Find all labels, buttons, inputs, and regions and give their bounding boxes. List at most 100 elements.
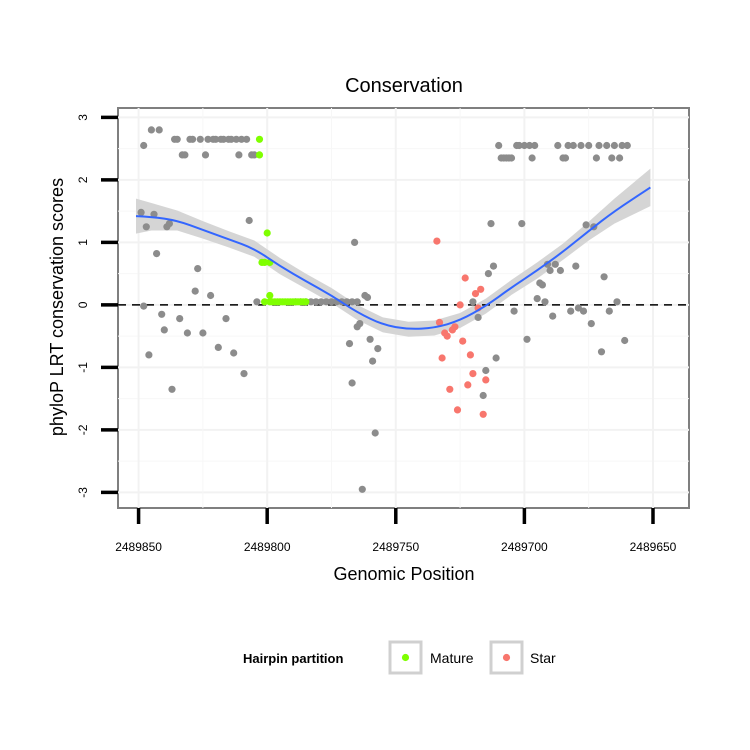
point-other xyxy=(564,141,572,150)
point-other xyxy=(610,141,619,150)
point-star xyxy=(453,406,462,414)
x-tick-label: 2489650 xyxy=(630,540,677,554)
point-other xyxy=(515,141,523,150)
point-other xyxy=(227,135,235,143)
series-other xyxy=(137,126,631,493)
point-mature xyxy=(255,151,264,159)
point-other xyxy=(230,349,238,357)
point-other xyxy=(623,141,631,150)
x-tick-label: 2489750 xyxy=(372,540,419,554)
point-other xyxy=(572,262,580,270)
legend-entries: Mature Star xyxy=(388,640,556,675)
y-tick-label: -2 xyxy=(76,424,90,435)
point-mature xyxy=(255,135,264,143)
point-other xyxy=(369,357,377,365)
point-other xyxy=(551,260,559,268)
point-other xyxy=(541,298,549,306)
point-star xyxy=(471,290,480,298)
x-axis-title: Genomic Position xyxy=(333,564,474,584)
point-other xyxy=(520,141,529,150)
point-other xyxy=(201,151,210,159)
point-other xyxy=(150,210,158,218)
point-other xyxy=(579,307,588,315)
point-mature xyxy=(261,298,269,306)
point-gap xyxy=(317,298,325,306)
point-other xyxy=(603,141,611,150)
point-other xyxy=(484,270,492,278)
point-other xyxy=(212,135,220,143)
point-other xyxy=(616,154,624,162)
point-gap xyxy=(312,298,320,306)
point-other xyxy=(237,135,246,143)
point-other xyxy=(168,385,176,393)
point-star xyxy=(461,274,469,282)
point-other xyxy=(250,151,258,159)
point-other xyxy=(595,141,603,150)
point-other xyxy=(176,315,184,323)
point-other xyxy=(531,141,539,150)
point-other xyxy=(358,485,366,493)
point-other xyxy=(549,312,557,320)
point-other xyxy=(556,266,565,275)
point-other xyxy=(204,135,212,143)
point-star xyxy=(464,381,472,389)
point-other xyxy=(613,298,621,306)
point-other xyxy=(482,366,490,375)
point-other xyxy=(191,287,199,295)
point-star xyxy=(451,323,459,331)
point-other xyxy=(345,340,354,348)
series-star xyxy=(433,237,490,418)
point-other xyxy=(510,307,518,315)
point-other xyxy=(569,141,577,150)
plot-panel xyxy=(117,107,690,509)
point-other xyxy=(253,298,261,306)
point-other xyxy=(173,135,181,143)
series-mature xyxy=(255,135,310,306)
point-gap xyxy=(327,298,336,306)
point-other xyxy=(351,238,359,246)
point-other xyxy=(582,221,590,229)
point-star xyxy=(433,237,441,245)
y-axis: 3 2 1 0 -1 -2 -3 xyxy=(76,114,118,498)
point-other xyxy=(189,135,197,143)
point-other xyxy=(165,220,173,228)
y-tick-label: 0 xyxy=(76,301,90,308)
point-other xyxy=(608,154,616,162)
point-star xyxy=(469,370,477,378)
point-other xyxy=(469,298,477,306)
point-other xyxy=(207,291,215,300)
point-mature xyxy=(266,291,274,300)
point-other xyxy=(597,348,606,356)
point-gap xyxy=(322,298,330,306)
x-tick-label: 2489700 xyxy=(501,540,548,554)
point-mature xyxy=(263,229,271,237)
point-other xyxy=(222,315,230,323)
legend-label-star: Star xyxy=(530,650,556,666)
point-other xyxy=(366,335,374,343)
y-tick-label: 3 xyxy=(76,114,90,121)
point-other xyxy=(474,313,482,321)
point-other xyxy=(240,370,248,378)
point-other xyxy=(525,141,534,150)
point-other xyxy=(232,135,240,143)
point-other xyxy=(554,141,562,150)
point-other xyxy=(140,302,148,310)
point-other xyxy=(492,354,500,362)
point-other xyxy=(487,220,495,228)
point-other xyxy=(538,281,547,289)
point-other xyxy=(523,335,531,343)
point-other xyxy=(153,250,161,258)
point-other xyxy=(235,151,243,159)
legend: Hairpin partition Mature Star xyxy=(243,640,556,675)
point-star xyxy=(435,318,444,326)
point-mature xyxy=(261,258,269,266)
point-other xyxy=(495,141,503,150)
point-other xyxy=(605,307,613,315)
point-gap xyxy=(307,298,315,306)
point-other xyxy=(214,343,222,351)
point-gap xyxy=(348,298,356,306)
point-star xyxy=(456,301,464,309)
point-star xyxy=(466,351,474,359)
point-other xyxy=(518,220,526,228)
